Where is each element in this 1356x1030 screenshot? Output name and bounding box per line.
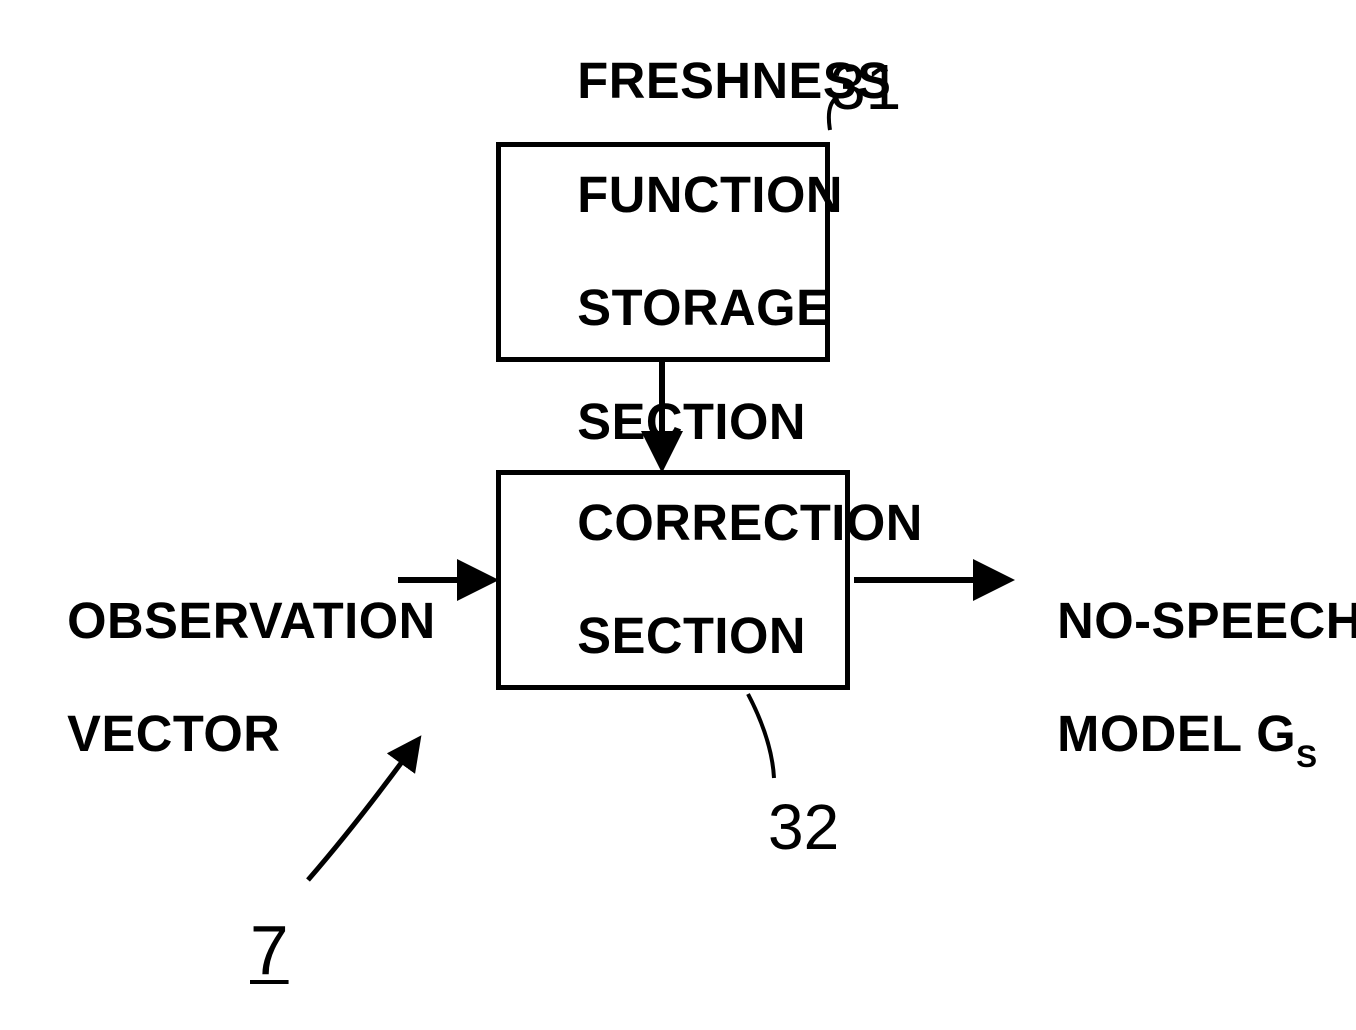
line: FUNCTION bbox=[577, 166, 843, 223]
line: STORAGE bbox=[577, 279, 830, 336]
line: VECTOR bbox=[67, 705, 280, 762]
line-prefix: MODEL G bbox=[1057, 705, 1296, 762]
line: SECTION bbox=[577, 607, 806, 664]
correction-section-box: CORRECTION SECTION bbox=[496, 470, 850, 690]
observation-vector-label: OBSERVATION VECTOR bbox=[38, 536, 436, 763]
line: NO-SPEECH bbox=[1057, 592, 1356, 649]
no-speech-model-label: NO-SPEECH MODEL GS bbox=[1028, 536, 1356, 770]
line: OBSERVATION bbox=[67, 592, 436, 649]
line: CORRECTION bbox=[577, 494, 923, 551]
ref-number-32: 32 bbox=[768, 790, 839, 864]
subscript: S bbox=[1296, 739, 1317, 774]
correction-section-text: CORRECTION SECTION bbox=[519, 438, 923, 722]
freshness-storage-box: FRESHNESS FUNCTION STORAGE SECTION bbox=[496, 142, 830, 362]
figure-ref-number: 7 bbox=[250, 910, 289, 990]
ref-number-31: 31 bbox=[830, 50, 901, 124]
